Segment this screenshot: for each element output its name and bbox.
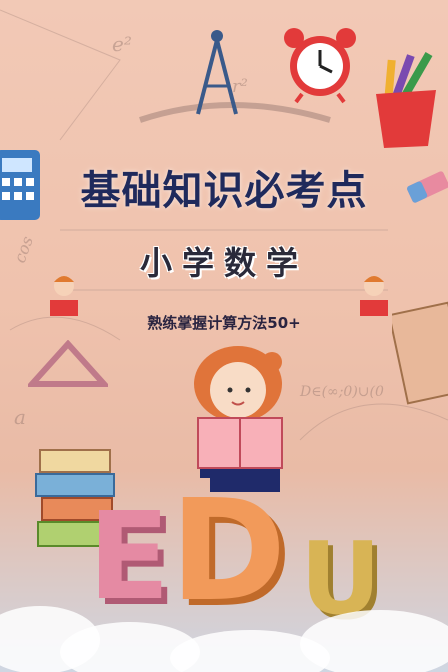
- kid-reading-right-icon: [360, 276, 388, 316]
- kid-reading-left-icon: [50, 276, 78, 316]
- notebook-icon: [392, 301, 448, 405]
- eraser-icon: [407, 171, 448, 203]
- pencil-cup-icon: [376, 52, 436, 148]
- math-scribble-formula: D∈(∞;0)∪(0: [300, 384, 384, 400]
- math-scribble-a: a: [14, 405, 26, 429]
- letter-e: E: [88, 488, 170, 627]
- letter-d: D: [170, 470, 287, 633]
- math-scribble-e2: e²: [112, 32, 132, 56]
- poster-title: 基础知识必考点: [80, 168, 368, 214]
- clouds-decoration: [0, 606, 448, 672]
- triangle-ruler-icon: [28, 340, 108, 387]
- poster-tagline: 熟练掌握计算方法50+: [147, 314, 301, 332]
- books-stack-icon: [35, 449, 119, 547]
- calculator-icon: [0, 150, 40, 220]
- math-scribble-r2: r²: [232, 76, 248, 97]
- alarm-clock-icon: [284, 28, 356, 104]
- girl-reading-book-illustration: [194, 346, 283, 492]
- compass-icon: [196, 30, 238, 115]
- poster-subtitle: 小学数学: [139, 244, 308, 282]
